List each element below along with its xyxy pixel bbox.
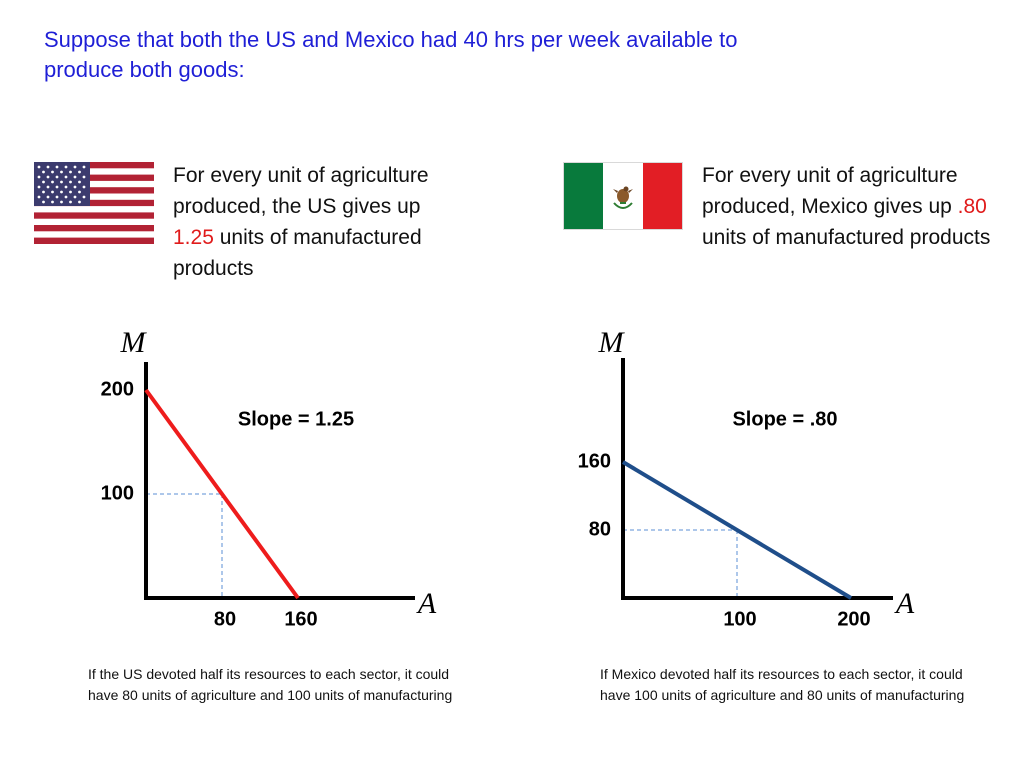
us-y-axis-label: M — [120, 326, 148, 359]
us-ppf-line — [144, 388, 300, 600]
us-ppf-chart: M A 100 200 80 160 Slope = 1.25 — [101, 326, 437, 630]
mexico-flag-green-band — [564, 163, 604, 229]
mexico-coat-of-arms-icon — [613, 186, 634, 209]
us-y-tick-label: 200 — [101, 378, 134, 400]
us-slope-annotation: Slope = 1.25 — [238, 408, 354, 430]
mexico-x-tick-label: 200 — [837, 608, 870, 630]
mexico-ppf-chart: M A 80 160 100 200 Slope = .80 — [578, 326, 915, 630]
mexico-description-tail: units of manufactured products — [702, 226, 991, 249]
mexico-ppf-line — [621, 460, 853, 600]
mexico-y-axis-label: M — [598, 326, 626, 359]
mexico-y-tick-label: 80 — [589, 518, 611, 540]
us-note: If the US devoted half its resources to … — [88, 666, 453, 703]
mexico-description: For every unit of agriculture produced, … — [702, 160, 997, 253]
us-description-tail: units of manufactured products — [173, 226, 422, 280]
mexico-x-axis-label: A — [894, 587, 915, 620]
mexico-x-tick-label: 100 — [723, 608, 756, 630]
mexico-slope-annotation: Slope = .80 — [732, 408, 837, 430]
us-description: For every unit of agriculture produced, … — [173, 160, 458, 284]
mexico-y-tick-label: 160 — [578, 450, 611, 472]
page-title: Suppose that both the US and Mexico had … — [44, 27, 738, 82]
mexico-opportunity-cost: .80 — [957, 195, 987, 218]
us-x-tick-label: 80 — [214, 608, 236, 630]
us-flag-icon — [34, 162, 154, 244]
mexico-flag-red-band — [642, 163, 682, 229]
us-description-text: For every unit of agriculture produced, … — [173, 164, 429, 218]
mexico-note: If Mexico devoted half its resources to … — [600, 666, 965, 703]
mexico-flag-icon — [563, 162, 683, 230]
us-y-tick-label: 100 — [101, 482, 134, 504]
us-x-tick-label: 160 — [284, 608, 317, 630]
mexico-description-text: For every unit of agriculture produced, … — [702, 164, 958, 218]
us-x-axis-label: A — [416, 587, 437, 620]
mexico-flag-white-band — [603, 163, 643, 229]
us-opportunity-cost: 1.25 — [173, 226, 214, 249]
